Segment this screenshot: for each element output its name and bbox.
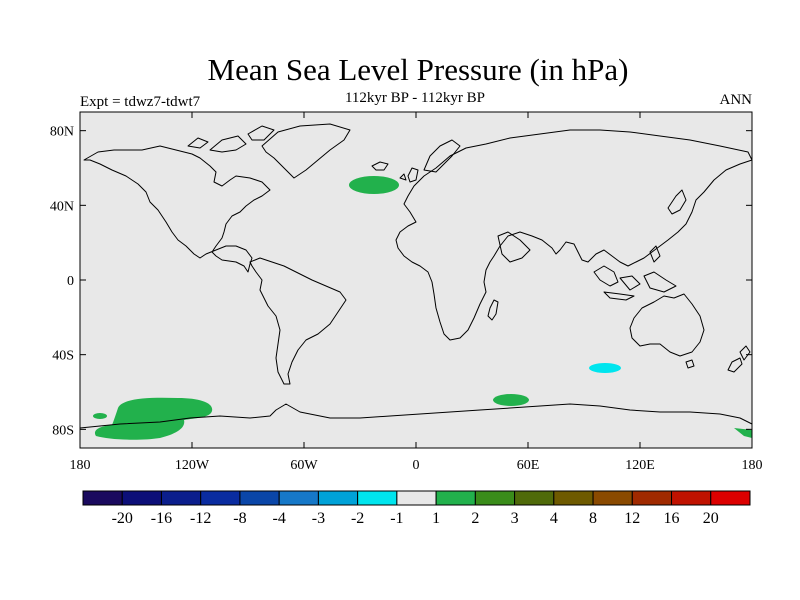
colorbar-label: -12 bbox=[190, 510, 211, 527]
anomaly-fills bbox=[93, 176, 752, 440]
colorbar-label: 8 bbox=[589, 510, 597, 527]
new-zealand-coast bbox=[727, 345, 751, 373]
colorbar-swatch bbox=[514, 490, 555, 506]
colorbar-swatch bbox=[121, 490, 162, 506]
colorbar-swatch bbox=[357, 490, 398, 506]
experiment-label: Expt = tdwz7-tdwt7 bbox=[80, 94, 201, 110]
x-tick-label: 180 bbox=[742, 458, 763, 473]
colorbar-swatch bbox=[553, 490, 594, 506]
indonesia-coast bbox=[593, 245, 677, 301]
colorbar-label: 3 bbox=[511, 510, 519, 527]
greenland-coast bbox=[261, 123, 351, 179]
colorbar-swatch bbox=[710, 490, 751, 506]
x-tick-label: 180 bbox=[70, 458, 91, 473]
antarctica-coast bbox=[79, 403, 753, 429]
tasmania-coast bbox=[685, 359, 695, 369]
colorbar-swatch bbox=[631, 490, 673, 506]
x-tick-label: 120W bbox=[175, 458, 210, 473]
south-pacific-anomaly bbox=[94, 397, 213, 440]
indian-ocean-anomaly bbox=[589, 363, 621, 373]
colorbar-swatch bbox=[317, 490, 359, 506]
y-tick-label: 80N bbox=[50, 125, 74, 140]
colorbar-swatch bbox=[435, 490, 476, 506]
arabia-coast bbox=[497, 231, 531, 263]
map-background bbox=[80, 112, 752, 448]
colorbar-label: 1 bbox=[432, 510, 440, 527]
colorbar-swatch bbox=[396, 490, 437, 506]
madagascar-coast bbox=[487, 299, 499, 321]
x-tick-label: 60E bbox=[517, 458, 540, 473]
colorbar-swatch bbox=[671, 490, 712, 506]
colorbar-label: -8 bbox=[233, 510, 246, 527]
plot-title: Mean Sea Level Pressure (in hPa) bbox=[207, 52, 629, 87]
north-atlantic-anomaly bbox=[349, 176, 399, 194]
australia-coast bbox=[629, 293, 705, 357]
southern-ocean-anomaly bbox=[493, 394, 529, 406]
map-axes: 180 120W 60W 0 60E 120E 180 80N 40N 0 40S 80S bbox=[50, 112, 763, 473]
colorbar-label: -3 bbox=[312, 510, 325, 527]
y-tick-label: 80S bbox=[52, 423, 74, 438]
colorbar: -20 -16 -12 -8 -4 -3 -2 -1 1 2 3 4 8 12 16 20 bbox=[82, 490, 751, 527]
colorbar-swatch bbox=[474, 490, 516, 506]
colorbar-label: -4 bbox=[273, 510, 286, 527]
season-label: ANN bbox=[719, 92, 753, 108]
x-tick-label: 0 bbox=[413, 458, 420, 473]
colorbar-swatch bbox=[200, 490, 241, 506]
ross-sea-anomaly bbox=[734, 428, 752, 438]
iceland-coast bbox=[371, 161, 389, 171]
y-tick-label: 0 bbox=[67, 274, 74, 289]
colorbar-label: -2 bbox=[351, 510, 364, 527]
africa-europe-asia-coast bbox=[395, 129, 753, 341]
x-tick-label: 120E bbox=[625, 458, 655, 473]
colorbar-swatch bbox=[239, 490, 280, 506]
coastlines bbox=[79, 123, 753, 429]
north-america-coast bbox=[83, 145, 271, 273]
colorbar-swatch bbox=[278, 490, 319, 506]
colorbar-label: 16 bbox=[664, 510, 680, 527]
colorbar-label: 4 bbox=[550, 510, 558, 527]
plot-subtitle: 112kyr BP - 112kyr BP bbox=[344, 90, 485, 106]
colorbar-swatch bbox=[82, 490, 123, 506]
colorbar-label: -20 bbox=[112, 510, 133, 527]
japan-coast bbox=[667, 189, 687, 215]
y-tick-label: 40N bbox=[50, 199, 74, 214]
colorbar-label: -16 bbox=[151, 510, 172, 527]
british-isles-coast bbox=[399, 167, 419, 183]
bellingshausen-anomaly bbox=[93, 413, 107, 419]
colorbar-label: 12 bbox=[624, 510, 640, 527]
canadian-archipelago-coast bbox=[187, 125, 275, 153]
colorbar-swatch bbox=[160, 490, 202, 506]
south-america-coast bbox=[249, 257, 347, 385]
colorbar-label: 2 bbox=[471, 510, 479, 527]
y-tick-label: 40S bbox=[52, 349, 74, 364]
x-tick-label: 60W bbox=[290, 458, 318, 473]
colorbar-swatch bbox=[592, 490, 633, 506]
scandinavia-coast bbox=[423, 139, 461, 173]
colorbar-label: 20 bbox=[703, 510, 719, 527]
colorbar-label: -1 bbox=[390, 510, 403, 527]
